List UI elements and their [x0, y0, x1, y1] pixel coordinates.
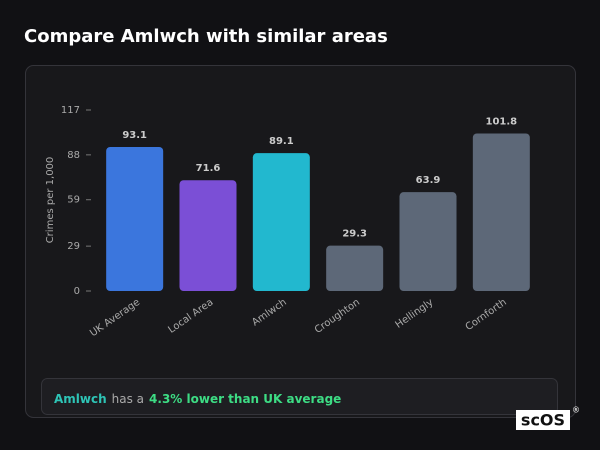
bar [472, 133, 530, 291]
logo-box [516, 410, 570, 430]
value-label: 29.3 [342, 229, 367, 240]
footer-box [41, 378, 558, 415]
value-label: 93.1 [122, 130, 147, 141]
bar [106, 146, 164, 291]
chart-title: Compare Amlwch with similar areas [24, 26, 388, 47]
y-axis-label: Crimes per 1,000 [45, 157, 56, 244]
y-tick-label: 59 [67, 195, 80, 206]
footer-highlight: 4.3% lower than UK average [149, 392, 341, 406]
bar [326, 245, 384, 291]
footer-area: Amlwch [54, 392, 107, 406]
y-tick-label: 0 [74, 286, 80, 297]
bar [179, 180, 237, 291]
value-label: 89.1 [269, 136, 294, 147]
footer-middle: has a [112, 392, 144, 406]
footer-text: Amlwch has a 4.3% lower than UK average [54, 392, 341, 406]
value-label: 101.8 [486, 117, 518, 128]
bar [252, 153, 310, 291]
logo-mark: ® [572, 406, 580, 415]
y-tick-label: 117 [61, 105, 80, 116]
value-label: 71.6 [196, 163, 221, 174]
y-tick-label: 29 [67, 241, 80, 252]
bar [399, 192, 457, 291]
logo: scOS [521, 411, 565, 430]
value-label: 63.9 [416, 175, 441, 186]
y-tick-label: 88 [67, 150, 80, 161]
